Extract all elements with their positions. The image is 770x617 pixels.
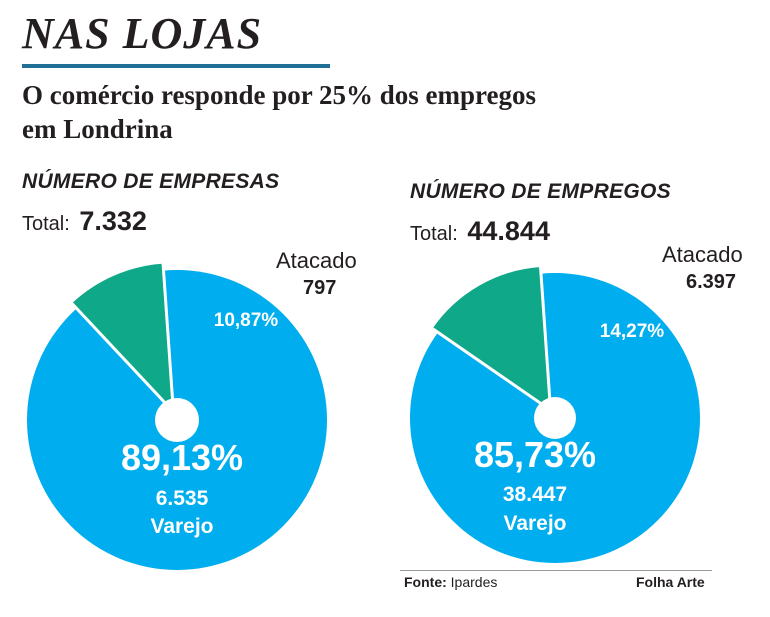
credit: Folha Arte <box>636 574 705 590</box>
chart-1-total-value: 7.332 <box>79 206 147 236</box>
headline: NAS LOJAS <box>22 9 263 58</box>
headline-rule <box>22 64 330 68</box>
varejo-percent-label: 89,13% <box>121 437 243 478</box>
chart-1-total-label: Total: <box>22 213 70 235</box>
chart-1-title: NÚMERO DE EMPRESAS <box>22 170 280 193</box>
varejo-value-label: 6.535 <box>156 487 209 510</box>
pie-slice-atacado <box>429 264 553 412</box>
source: Fonte: Ipardes <box>404 574 497 590</box>
chart-2-total-label: Total: <box>410 223 458 245</box>
atacado-name-label: Atacado <box>662 242 743 267</box>
atacado-percent-label: 10,87% <box>214 310 279 331</box>
pie-center-hole <box>534 397 576 439</box>
atacado-value-label: 797 <box>303 277 336 299</box>
pie-slice-atacado <box>69 260 175 414</box>
chart-2-title: NÚMERO DE EMPREGOS <box>410 180 671 203</box>
varejo-percent-label: 85,73% <box>474 434 596 475</box>
varejo-value-label: 38.447 <box>503 483 567 506</box>
atacado-value-label: 6.397 <box>686 271 736 293</box>
subtitle: O comércio responde por 25% dos empregos… <box>22 78 702 146</box>
varejo-name-label: Varejo <box>150 515 213 538</box>
subtitle-line-1: O comércio responde por 25% dos empregos <box>22 80 536 110</box>
chart-2-total: Total: 44.844 <box>410 216 550 247</box>
pie-center-hole <box>155 398 199 442</box>
pie-chart-empregos: 14,27% Atacado 6.397 85,73% 38.447 Varejo <box>410 242 743 563</box>
chart-2-total-value: 44.844 <box>467 216 550 246</box>
source-value: Ipardes <box>450 574 498 590</box>
varejo-name-label: Varejo <box>503 512 566 535</box>
footer-rule <box>400 570 712 571</box>
atacado-percent-label: 14,27% <box>600 321 665 342</box>
pie-chart-empresas: 10,87% Atacado 797 89,13% 6.535 Varejo <box>27 248 357 570</box>
chart-1-total: Total: 7.332 <box>22 206 147 237</box>
atacado-name-label: Atacado <box>276 248 357 273</box>
subtitle-line-2: em Londrina <box>22 114 173 144</box>
source-label: Fonte: <box>404 574 447 590</box>
